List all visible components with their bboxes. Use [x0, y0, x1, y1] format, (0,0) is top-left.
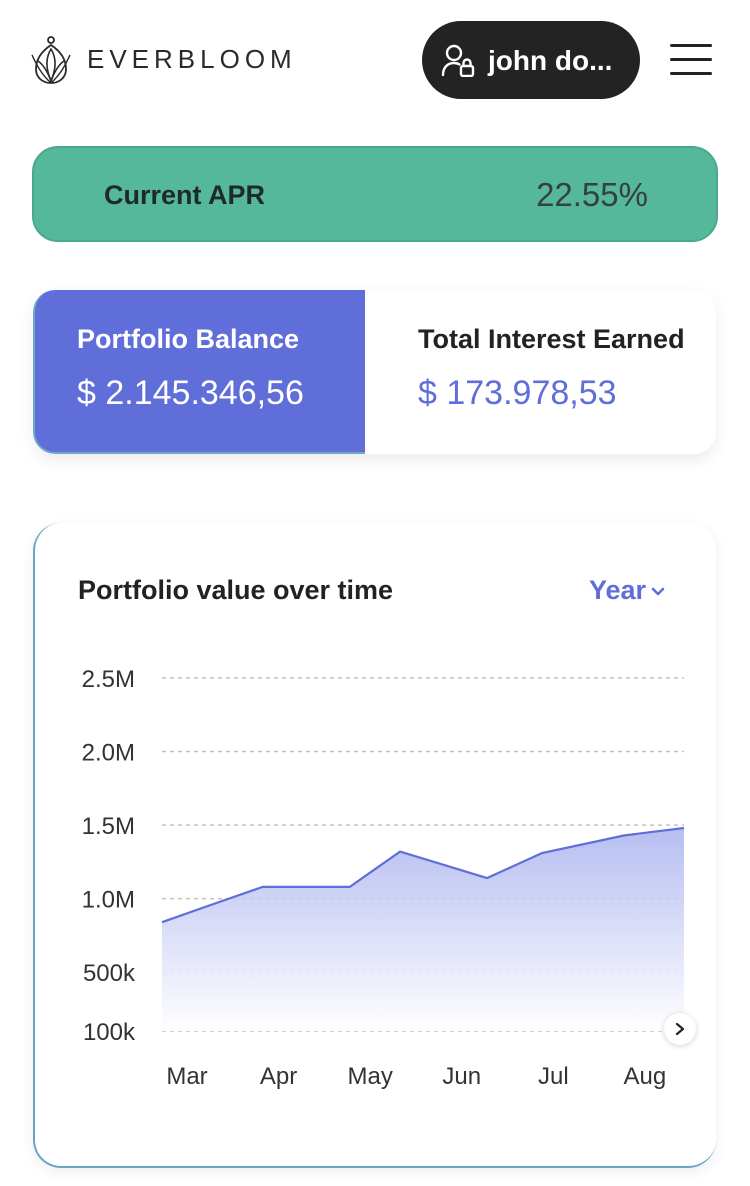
series-line	[161, 826, 685, 924]
current-apr-card: Current APR 22.55%	[32, 146, 718, 242]
time-range-dropdown[interactable]: Year	[589, 575, 666, 609]
portfolio-balance-card[interactable]: Portfolio Balance $ 2.145.346,56	[33, 290, 365, 454]
user-lock-icon	[441, 44, 475, 77]
y-tick-label: 1.0M	[82, 887, 135, 914]
x-tick-label: May	[347, 1063, 392, 1090]
series-area	[162, 828, 684, 1031]
portfolio-balance-label: Portfolio Balance	[77, 324, 300, 354]
y-tick-label: 500k	[83, 960, 136, 987]
x-tick-label: Jun	[442, 1063, 481, 1090]
portfolio-area-chart: 2.5M 2.0M 1.5M 1.0M 500k 100k Mar Apr May Jun Jul…	[82, 666, 685, 1090]
user-account-button[interactable]: john do...	[422, 21, 640, 99]
x-tick-label: Mar	[166, 1063, 207, 1090]
lotus-logo-icon[interactable]	[30, 33, 72, 87]
apr-value: 22.55%	[536, 176, 648, 213]
brand-name: EVERBLOOM	[87, 44, 297, 74]
y-tick-label: 2.5M	[82, 666, 135, 693]
y-tick-label: 2.0M	[82, 740, 135, 767]
x-tick-label: Aug	[624, 1063, 667, 1090]
portfolio-chart-card: Portfolio value over time Year 2.5M 2.0M 1…	[33, 523, 716, 1168]
balance-cards: Portfolio Balance $ 2.145.346,56 Total I…	[33, 290, 716, 454]
chart-next-button[interactable]	[664, 1013, 696, 1045]
apr-label: Current APR	[104, 180, 266, 210]
chevron-right-icon	[675, 1022, 685, 1036]
time-range-value: Year	[589, 575, 647, 605]
header: EVERBLOOM john do...	[0, 0, 750, 120]
total-interest-label: Total Interest Earned	[418, 324, 685, 354]
hamburger-menu-icon[interactable]	[670, 44, 712, 76]
x-tick-label: Jul	[538, 1063, 569, 1090]
total-interest-value: $ 173.978,53	[418, 374, 617, 412]
y-tick-label: 1.5M	[82, 813, 135, 840]
user-name-label: john do...	[488, 45, 613, 76]
chart-title: Portfolio value over time	[78, 575, 394, 605]
portfolio-balance-value: $ 2.145.346,56	[77, 374, 304, 412]
y-tick-label: 100k	[83, 1019, 136, 1046]
chevron-down-icon	[651, 587, 665, 596]
x-tick-label: Apr	[260, 1063, 297, 1090]
